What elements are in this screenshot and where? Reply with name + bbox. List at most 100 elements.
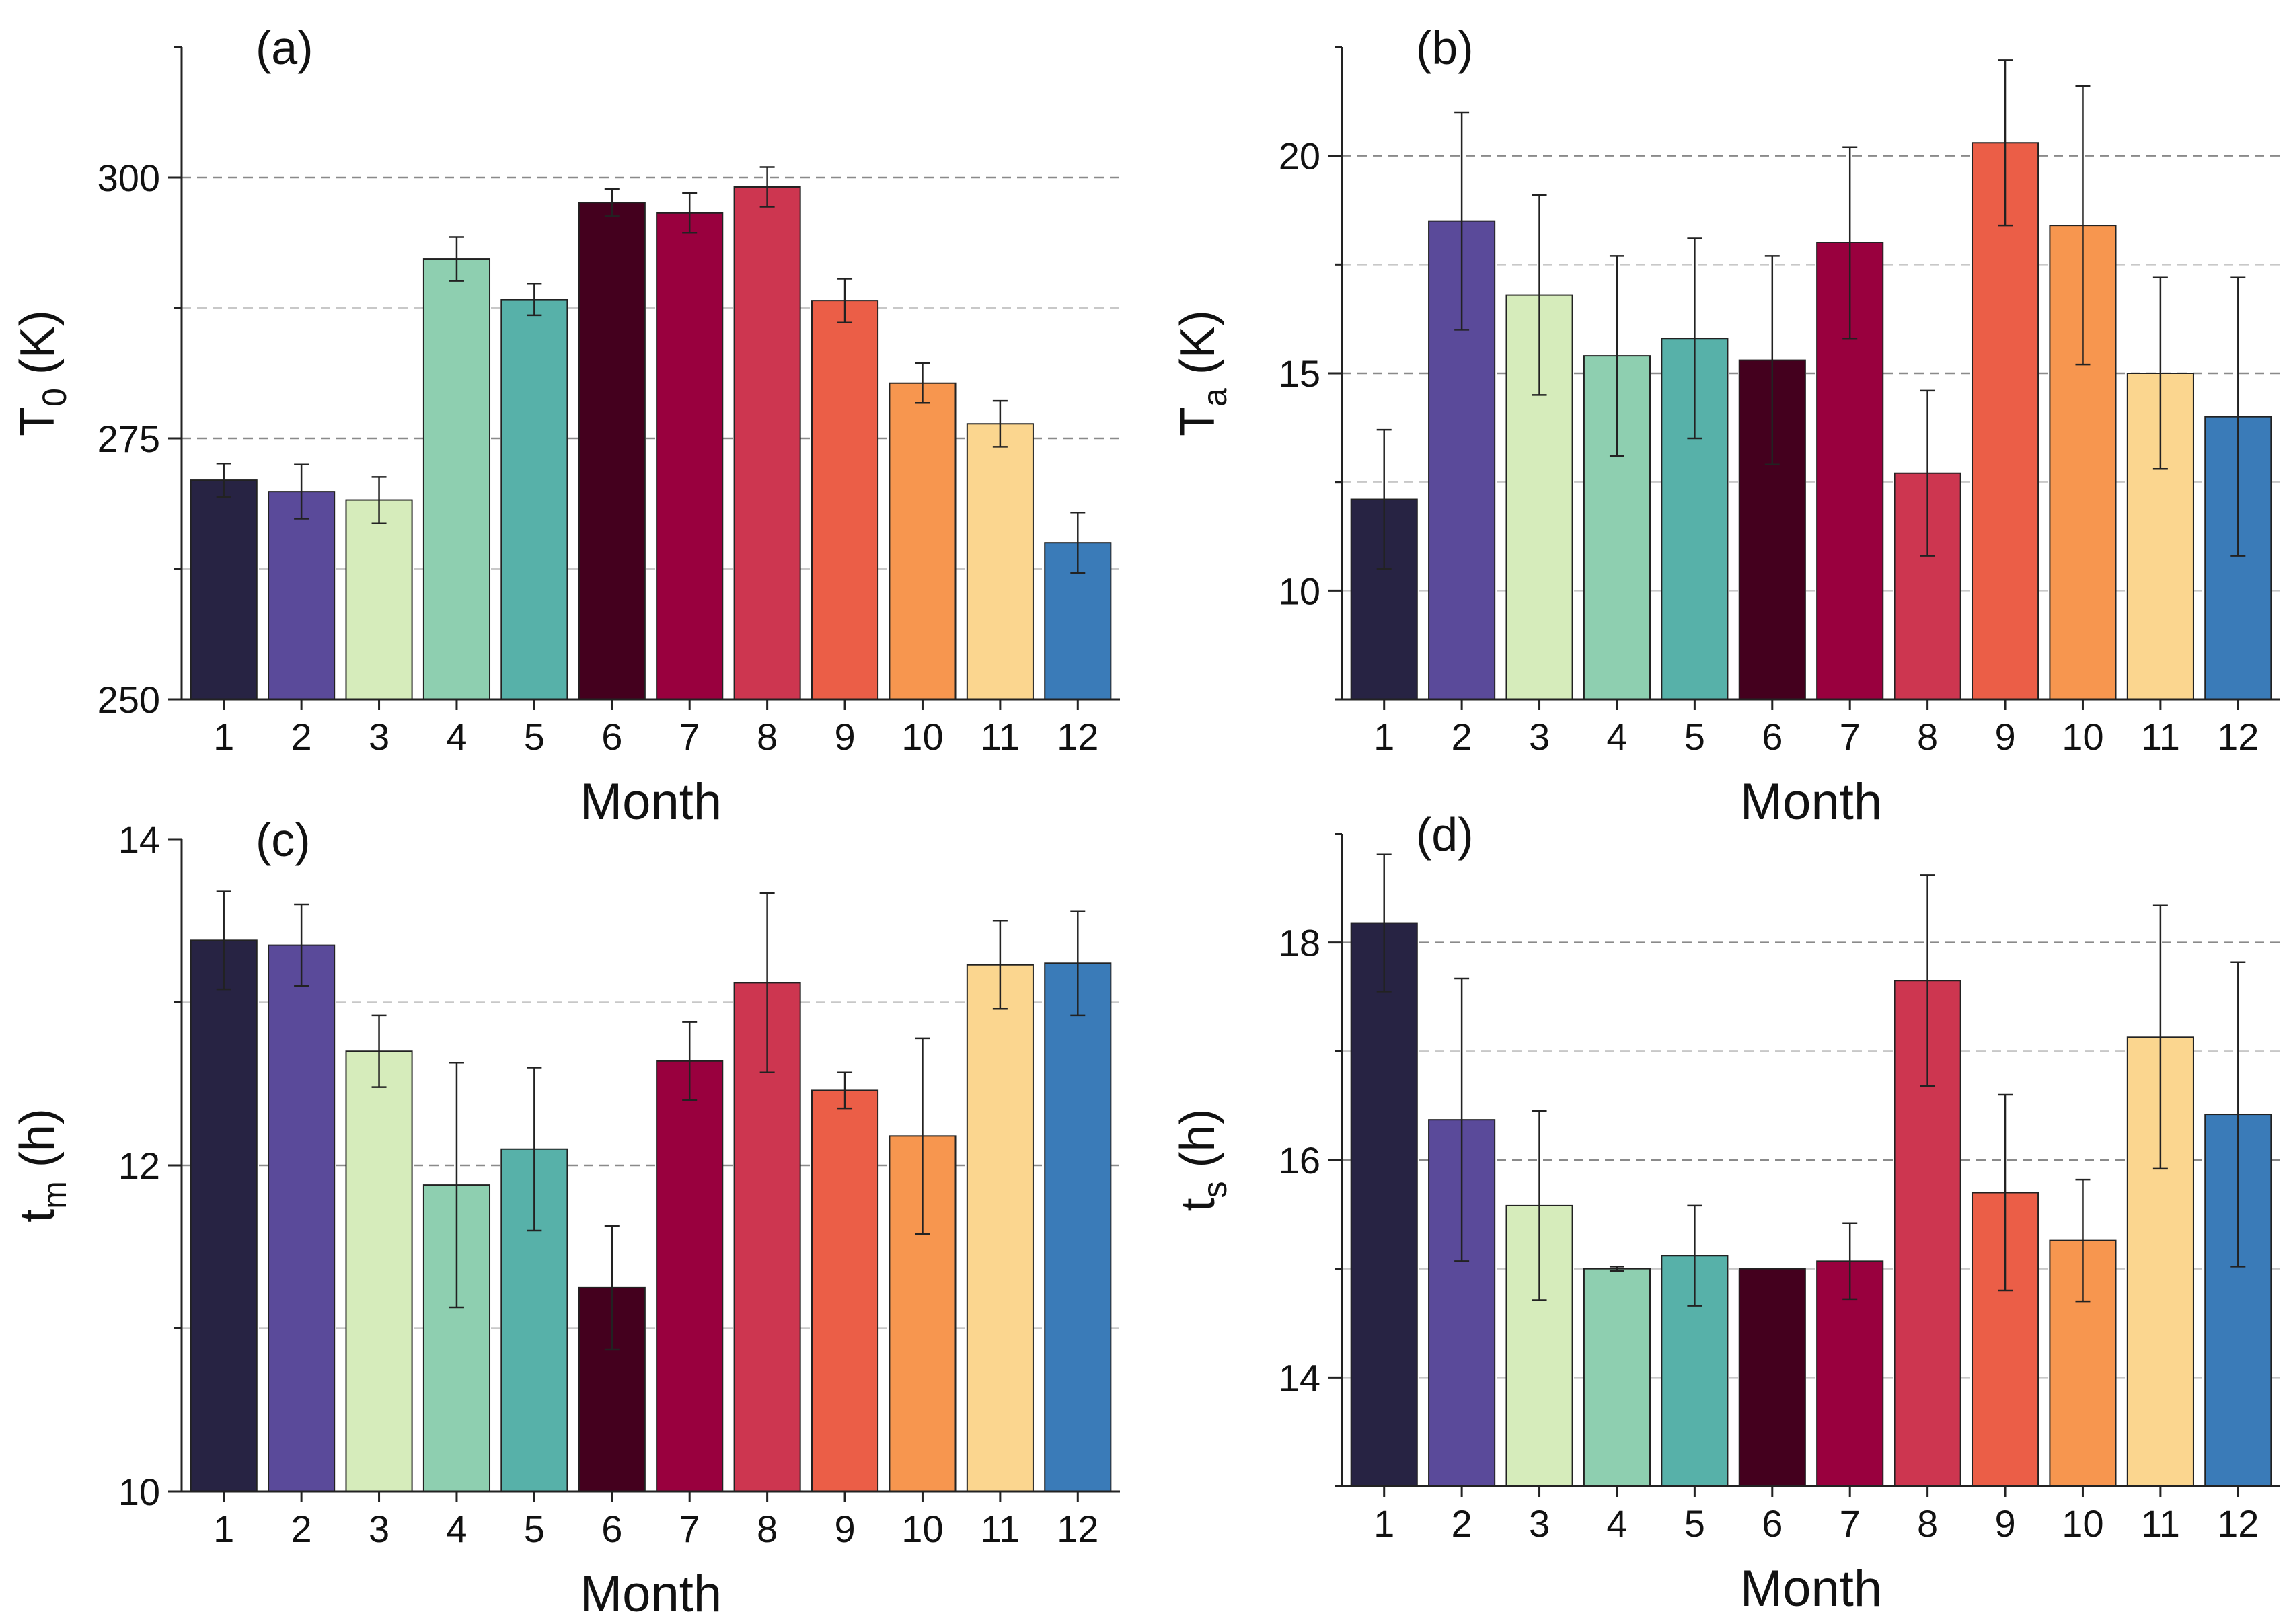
x-tick-label: 12: [2217, 716, 2259, 758]
x-tick-label: 11: [2141, 1502, 2180, 1545]
x-tick-label: 6: [1762, 716, 1783, 758]
x-tick-label: 8: [757, 716, 778, 758]
x-tick-label: 5: [1684, 716, 1705, 758]
x-tick-label: 2: [1452, 1502, 1472, 1545]
bar-month-7: [656, 212, 724, 700]
bar-month-2: [268, 491, 336, 700]
x-tick-label: 10: [2062, 1502, 2103, 1545]
bar-month-11: [966, 964, 1034, 1492]
x-tick-label: 10: [2062, 716, 2103, 758]
y-tick-label: 18: [1279, 922, 1320, 964]
x-axis-label: Month: [580, 773, 722, 830]
bar-month-1: [1350, 498, 1418, 700]
x-tick-label: 11: [2141, 716, 2180, 758]
x-tick-label: 1: [1374, 1502, 1394, 1545]
bar-month-9: [1971, 142, 2039, 700]
x-tick-label: 9: [834, 716, 855, 758]
x-tick-label: 4: [1606, 1502, 1627, 1545]
x-tick-label: 2: [291, 716, 312, 758]
x-tick-label: 3: [1529, 716, 1550, 758]
bar-month-1: [190, 479, 258, 701]
panel-label: (d): [1416, 808, 1474, 861]
x-tick-label: 5: [524, 1508, 545, 1550]
bar-month-7: [656, 1060, 724, 1493]
bar-month-9: [811, 1089, 879, 1492]
panel-label: (a): [256, 22, 313, 74]
x-tick-label: 9: [1994, 716, 2015, 758]
y-tick-label: 12: [118, 1145, 160, 1187]
y-axis-label: T0 (K): [11, 310, 73, 436]
y-axis-label: ts (h): [1171, 1108, 1234, 1211]
x-tick-label: 4: [446, 1508, 467, 1550]
bar-month-4: [422, 258, 491, 700]
x-axis-label: Month: [580, 1565, 722, 1623]
x-tick-label: 11: [981, 1508, 1020, 1550]
x-tick-label: 6: [601, 716, 622, 758]
x-tick-label: 4: [446, 716, 467, 758]
x-tick-label: 3: [369, 716, 389, 758]
y-tick-label: 10: [1279, 570, 1320, 612]
bar-month-8: [733, 186, 801, 700]
bar-month-2: [268, 944, 336, 1492]
bar-month-3: [345, 499, 413, 700]
x-tick-label: 6: [1762, 1502, 1783, 1545]
x-tick-label: 12: [1057, 1508, 1098, 1550]
x-axis-label: Month: [1740, 1560, 1882, 1617]
bar-month-4: [1583, 1268, 1651, 1487]
x-tick-label: 8: [1917, 716, 1938, 758]
bar-month-1: [190, 939, 258, 1492]
x-tick-label: 4: [1606, 716, 1627, 758]
y-axis-label: Ta (K): [1171, 310, 1234, 436]
y-tick-label: 300: [98, 157, 160, 199]
panel-label: (c): [256, 814, 311, 866]
x-tick-label: 5: [1684, 1502, 1705, 1545]
x-tick-label: 7: [1840, 716, 1861, 758]
x-tick-label: 1: [213, 716, 234, 758]
x-tick-label: 12: [2217, 1502, 2259, 1545]
x-tick-label: 2: [291, 1508, 312, 1550]
y-tick-label: 15: [1279, 352, 1320, 395]
y-tick-label: 16: [1279, 1139, 1320, 1182]
y-axis-label: tm (h): [11, 1108, 73, 1223]
bar-month-1: [1350, 922, 1418, 1487]
x-tick-label: 9: [834, 1508, 855, 1550]
x-tick-label: 7: [1840, 1502, 1861, 1545]
y-tick-label: 275: [98, 418, 160, 460]
bar-month-11: [966, 423, 1034, 700]
bar-month-6: [578, 202, 646, 700]
bar-month-10: [889, 382, 957, 701]
x-tick-label: 6: [601, 1508, 622, 1550]
x-tick-label: 1: [1374, 716, 1394, 758]
x-tick-label: 10: [901, 1508, 943, 1550]
x-tick-label: 3: [369, 1508, 389, 1550]
x-tick-label: 3: [1529, 1502, 1550, 1545]
y-tick-label: 14: [118, 818, 160, 861]
x-tick-label: 8: [1917, 1502, 1938, 1545]
bar-month-12: [1044, 962, 1112, 1493]
y-tick-label: 10: [118, 1471, 160, 1513]
x-tick-label: 10: [901, 716, 943, 758]
bar-month-6: [1738, 1268, 1806, 1487]
y-tick-label: 250: [98, 679, 160, 721]
bar-month-3: [345, 1050, 413, 1492]
x-tick-label: 1: [213, 1508, 234, 1550]
x-tick-label: 8: [757, 1508, 778, 1550]
x-tick-label: 9: [1994, 1502, 2015, 1545]
bar-month-9: [811, 300, 879, 700]
y-tick-label: 14: [1279, 1356, 1320, 1399]
panel-label: (b): [1416, 22, 1474, 74]
y-tick-label: 20: [1279, 135, 1320, 178]
x-tick-label: 12: [1057, 716, 1098, 758]
bar-month-5: [500, 299, 568, 701]
x-axis-label: Month: [1740, 773, 1882, 830]
x-tick-label: 2: [1452, 716, 1472, 758]
x-tick-label: 7: [679, 716, 700, 758]
x-tick-label: 11: [981, 716, 1020, 758]
x-tick-label: 5: [524, 716, 545, 758]
x-tick-label: 7: [679, 1508, 700, 1550]
